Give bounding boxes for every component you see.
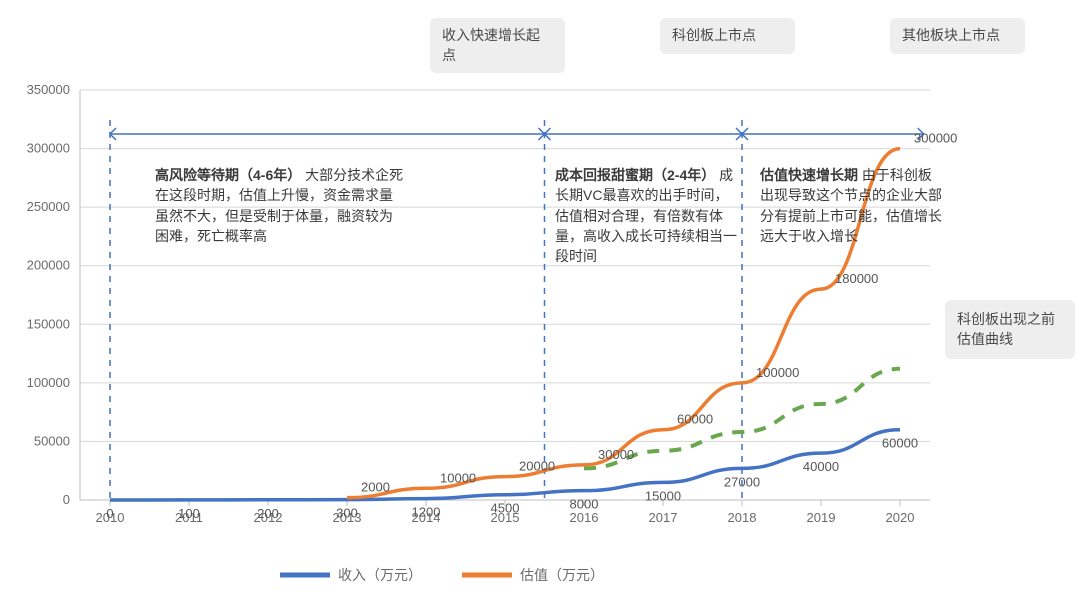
svg-text:40000: 40000 — [803, 459, 839, 474]
callout-prev-valuation-curve: 科创板出现之前估值曲线 — [945, 300, 1075, 359]
svg-text:27000: 27000 — [724, 474, 760, 489]
svg-text:收入（万元）: 收入（万元） — [338, 567, 422, 583]
svg-text:0: 0 — [106, 506, 113, 521]
phase-title: 高风险等待期（4-6年） — [155, 167, 301, 183]
chart-canvas: 0500001000001500002000002500003000003500… — [0, 0, 1080, 605]
svg-text:1200: 1200 — [412, 505, 441, 520]
svg-text:300000: 300000 — [914, 131, 957, 146]
svg-text:60000: 60000 — [882, 436, 918, 451]
phase-cost-return-sweet: 成本回报甜蜜期（2-4年） 成长期VC最喜欢的出手时间，估值相对合理，有倍数有体… — [555, 165, 740, 266]
svg-text:4500: 4500 — [491, 501, 520, 516]
svg-text:200: 200 — [257, 506, 279, 521]
callout-other-board-ipo: 其他板块上市点 — [890, 18, 1025, 54]
callout-star-market-ipo: 科创板上市点 — [660, 18, 795, 54]
svg-text:2020: 2020 — [886, 510, 915, 525]
svg-text:30000: 30000 — [598, 447, 634, 462]
callout-revenue-growth-start: 收入快速增长起点 — [430, 18, 565, 73]
svg-text:100000: 100000 — [756, 365, 799, 380]
svg-text:2017: 2017 — [649, 510, 678, 525]
phase-high-risk-wait: 高风险等待期（4-6年） 大部分技术企死在这段时期，估值上升慢，资金需求量虽然不… — [155, 165, 405, 246]
svg-text:300000: 300000 — [27, 141, 70, 156]
svg-text:估值（万元）: 估值（万元） — [520, 567, 604, 583]
svg-text:2018: 2018 — [728, 510, 757, 525]
svg-text:10000: 10000 — [440, 470, 476, 485]
svg-text:200000: 200000 — [27, 258, 70, 273]
svg-text:50000: 50000 — [34, 433, 70, 448]
svg-text:2016: 2016 — [570, 510, 599, 525]
svg-text:150000: 150000 — [27, 316, 70, 331]
phase-valuation-fast-growth: 估值快速增长期 由于科创板出现导致这个节点的企业大部分有提前上市可能，估值增长远… — [760, 165, 945, 246]
svg-text:180000: 180000 — [835, 271, 878, 286]
svg-text:2000: 2000 — [361, 480, 390, 495]
svg-text:60000: 60000 — [677, 412, 713, 427]
phase-title: 成本回报甜蜜期（2-4年） — [555, 167, 715, 183]
svg-text:20000: 20000 — [519, 459, 555, 474]
svg-text:8000: 8000 — [570, 497, 599, 512]
svg-text:350000: 350000 — [27, 82, 70, 97]
svg-text:15000: 15000 — [645, 488, 681, 503]
svg-text:100: 100 — [178, 506, 200, 521]
svg-text:0: 0 — [63, 492, 70, 507]
svg-text:250000: 250000 — [27, 199, 70, 214]
svg-text:300: 300 — [336, 506, 358, 521]
phase-title: 估值快速增长期 — [760, 167, 858, 183]
svg-text:2019: 2019 — [807, 510, 836, 525]
svg-text:100000: 100000 — [27, 375, 70, 390]
